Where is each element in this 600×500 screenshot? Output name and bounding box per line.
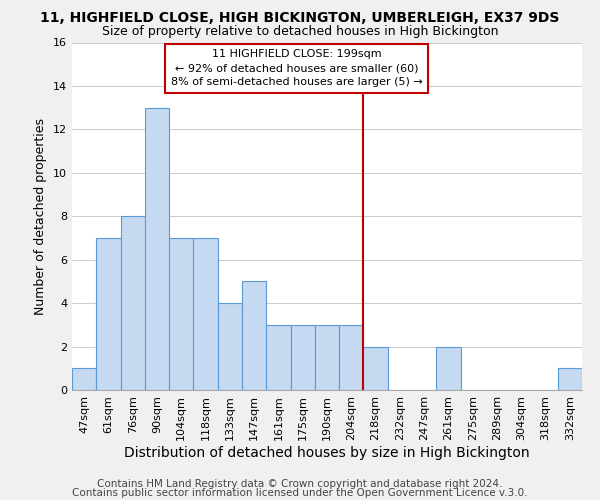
Bar [242, 282, 266, 390]
Bar [193, 238, 218, 390]
X-axis label: Distribution of detached houses by size in High Bickington: Distribution of detached houses by size … [124, 446, 530, 460]
Text: Contains HM Land Registry data © Crown copyright and database right 2024.: Contains HM Land Registry data © Crown c… [97, 479, 503, 489]
Bar [315, 325, 339, 390]
Bar [121, 216, 145, 390]
Bar [218, 303, 242, 390]
Bar [364, 346, 388, 390]
Bar [169, 238, 193, 390]
Text: 11, HIGHFIELD CLOSE, HIGH BICKINGTON, UMBERLEIGH, EX37 9DS: 11, HIGHFIELD CLOSE, HIGH BICKINGTON, UM… [40, 11, 560, 25]
Bar [96, 238, 121, 390]
Text: Size of property relative to detached houses in High Bickington: Size of property relative to detached ho… [102, 25, 498, 38]
Bar [339, 325, 364, 390]
Bar [266, 325, 290, 390]
Bar [290, 325, 315, 390]
Text: 11 HIGHFIELD CLOSE: 199sqm
← 92% of detached houses are smaller (60)
8% of semi-: 11 HIGHFIELD CLOSE: 199sqm ← 92% of deta… [170, 50, 422, 88]
Bar [436, 346, 461, 390]
Bar [72, 368, 96, 390]
Y-axis label: Number of detached properties: Number of detached properties [34, 118, 47, 315]
Bar [558, 368, 582, 390]
Text: Contains public sector information licensed under the Open Government Licence v.: Contains public sector information licen… [72, 488, 528, 498]
Bar [145, 108, 169, 390]
